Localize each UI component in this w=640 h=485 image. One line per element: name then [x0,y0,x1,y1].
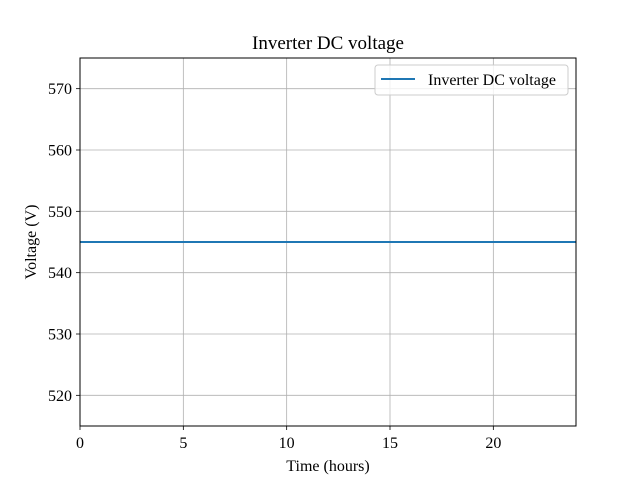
x-axis-label: Time (hours) [286,458,369,475]
x-tick-label: 20 [485,435,501,452]
y-tick-label: 540 [48,265,72,282]
x-tick-label: 10 [279,435,295,452]
legend-label: Inverter DC voltage [428,72,556,89]
x-tick-label: 0 [76,435,84,452]
legend: Inverter DC voltage [374,64,569,96]
y-tick-label: 560 [48,143,72,160]
x-axis-ticks: 0 5 10 15 20 [76,426,501,452]
y-tick-label: 520 [48,388,72,405]
y-axis-label: Voltage (V) [23,205,40,280]
x-tick-label: 15 [382,435,398,452]
y-tick-label: 550 [48,204,72,221]
chart-title: Inverter DC voltage [252,33,404,54]
y-axis-ticks: 520 530 540 550 560 570 [48,81,80,405]
x-tick-label: 5 [179,435,187,452]
plot-area-frame [79,57,577,427]
legend-frame [374,64,569,96]
y-tick-label: 530 [48,327,72,344]
y-tick-label: 570 [48,81,72,98]
